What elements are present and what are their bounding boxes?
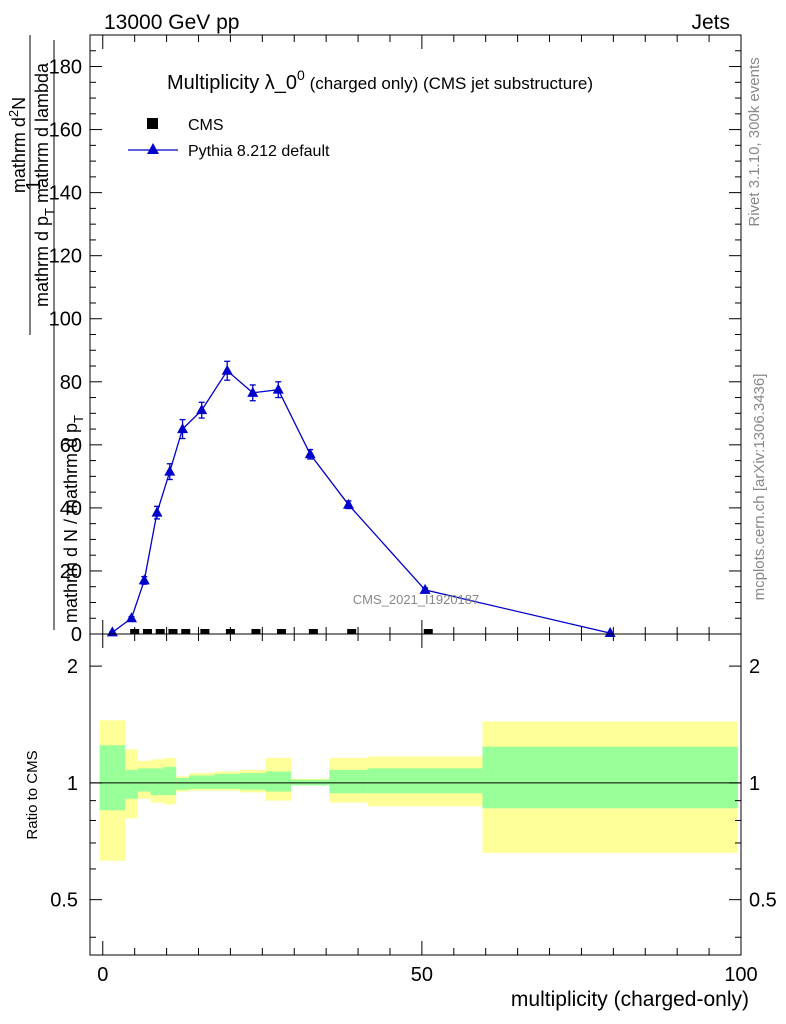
ratio-y-tick-label: 2 (67, 656, 78, 678)
y-label-right-numerator: mathrm d2N (6, 97, 29, 193)
y-label-den-text: mathrm d N / mathrm d p (61, 423, 81, 623)
pythia-data-point (221, 364, 233, 375)
x-tick-label: 0 (97, 964, 108, 986)
main-y-label: 1 mathrm d N / mathrm d pT mathrm d2N ma… (6, 35, 86, 630)
chart-title-main: Multiplicity λ_0 (167, 72, 297, 94)
main-y-tick-label: 40 (60, 498, 82, 520)
ratio-band-inner (125, 769, 138, 799)
main-y-tick-label: 80 (60, 372, 82, 394)
y-label-rnum-sup: 2 (6, 110, 21, 117)
main-y-tick-label: 160 (49, 120, 82, 142)
cms-data-point (276, 629, 286, 634)
chart-title-sup: 0 (297, 67, 305, 83)
y-label-left-numerator: 1 (23, 179, 45, 190)
ratio-band-inner (239, 773, 266, 790)
ratio-band-inner (329, 769, 368, 794)
y-label-rden-sub: T (42, 208, 57, 216)
pythia-data-point (177, 423, 189, 434)
ratio-y-label: Ratio to CMS (24, 750, 41, 839)
cms-data-point (423, 629, 433, 634)
pythia-data-point (247, 386, 259, 397)
main-y-tick-label: 100 (49, 309, 82, 331)
ratio-band-inner (150, 768, 164, 796)
ratio-y-tick-label: 1 (67, 773, 78, 795)
header-process: Jets (691, 11, 730, 34)
ratio-band-inner (176, 777, 189, 790)
rivet-version-label: Rivet 3.1.10, 300k events (746, 57, 763, 226)
ratio-band-inner (188, 775, 215, 789)
pythia-data-point (151, 506, 163, 517)
main-y-tick-label: 180 (49, 57, 82, 79)
ratio-band-inner (482, 746, 738, 809)
pythia-data-point (138, 574, 150, 585)
main-y-tick-label: 0 (71, 624, 82, 646)
pythia-data-point (125, 612, 137, 623)
legend-cms-marker (147, 118, 158, 129)
pythia-data-point (419, 583, 431, 594)
legend: CMS Pythia 8.212 default (128, 117, 330, 160)
ratio-panel: 0.5 0.5 1 1 2 2 0 50 100 (50, 633, 777, 986)
y-label-rden-text: mathrm d p (32, 216, 52, 307)
ratio-y-axis: 0.5 0.5 1 1 2 2 (50, 656, 777, 938)
ratio-band-inner (163, 766, 177, 796)
cms-data-point (168, 629, 178, 634)
pythia-data-point (342, 498, 354, 509)
y-label-rden-text2: mathrm d lambda (32, 62, 52, 208)
ratio-band-inner (367, 768, 483, 794)
legend-pythia-marker (147, 143, 159, 154)
x-tick-label: 100 (724, 964, 757, 986)
legend-cms-label: CMS (188, 117, 224, 134)
ratio-frame (89, 633, 742, 956)
pythia-data-point (272, 383, 284, 394)
mcplots-label: mcplots.cern.ch [arXiv:1306.3436] (751, 374, 768, 601)
pythia-data-point (106, 626, 118, 637)
ratio-y-tick-label-right: 1 (749, 773, 760, 795)
main-y-tick-label: 60 (60, 435, 82, 457)
cms-data-point (130, 629, 140, 634)
main-y-axis: 0 20 40 60 80 100 120 140 160 180 (49, 34, 741, 646)
ratio-y-tick-label: 0.5 (50, 890, 78, 912)
cms-data-point (155, 629, 165, 634)
ratio-band-inner (137, 768, 151, 792)
pythia-line (111, 369, 611, 634)
x-tick-label: 50 (411, 964, 433, 986)
ratio-y-tick-label-right: 0.5 (749, 890, 777, 912)
ratio-band-inner (265, 771, 292, 792)
cms-data-point (225, 629, 235, 634)
header-energy: 13000 GeV pp (104, 11, 239, 34)
pythia-data-point (304, 448, 316, 459)
cms-data-point (200, 629, 210, 634)
ratio-x-axis: 0 50 100 (97, 634, 758, 986)
main-y-tick-label: 140 (49, 183, 82, 205)
y-label-right-denominator: mathrm d pT mathrm d lambda (32, 62, 57, 307)
ratio-y-tick-label-right: 2 (749, 656, 760, 678)
x-axis-label: multiplicity (charged-only) (511, 988, 749, 1011)
cms-data-point (347, 629, 357, 634)
y-label-den-sub: T (71, 415, 86, 423)
ratio-band-inner (214, 773, 240, 789)
legend-pythia-label: Pythia 8.212 default (188, 143, 330, 160)
y-label-rnum-text: mathrm d (9, 117, 29, 193)
chart-title-suffix: (charged only) (CMS jet substructure) (305, 74, 593, 93)
analysis-watermark: CMS_2021_I1920187 (353, 592, 480, 607)
main-y-tick-label: 120 (49, 246, 82, 268)
chart-title: Multiplicity λ_00 (charged only) (CMS je… (167, 67, 593, 94)
pythia-data-point (164, 465, 176, 476)
ratio-bands (99, 720, 738, 861)
cms-data-point (181, 629, 191, 634)
y-label-rnum-text2: N (9, 97, 29, 110)
y-label-left-denominator: mathrm d N / mathrm d pT (61, 415, 86, 623)
pythia-data-point (196, 404, 208, 415)
cms-data-point (142, 629, 152, 634)
main-y-tick-label: 20 (60, 561, 82, 583)
cms-data-point (251, 629, 261, 634)
cms-data-point (308, 629, 318, 634)
ratio-band-inner (99, 745, 126, 811)
